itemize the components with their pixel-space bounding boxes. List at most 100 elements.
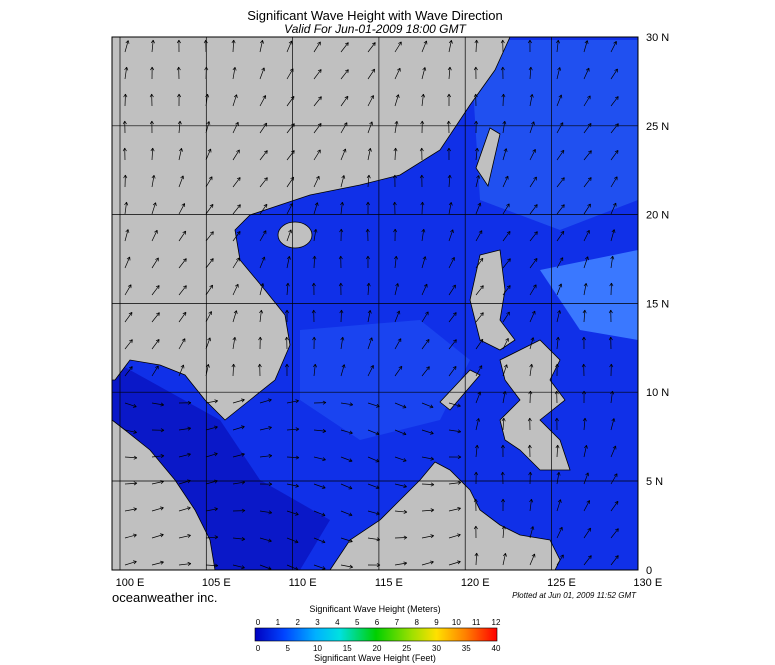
wave-arrow [259, 67, 266, 80]
wave-arrow [502, 337, 509, 350]
wave-arrow [420, 201, 425, 215]
wave-arrow [556, 310, 562, 323]
feet-tick-label: 25 [402, 644, 411, 653]
wave-arrow [259, 95, 267, 107]
feet-tick-label: 15 [343, 644, 352, 653]
wave-arrow [500, 39, 505, 53]
wave-arrow [502, 390, 507, 404]
feet-tick-label: 5 [286, 644, 291, 653]
wave-arrow [448, 201, 453, 215]
wave-arrow [259, 230, 267, 242]
wave-arrow [448, 284, 456, 296]
wave-arrow [421, 283, 428, 296]
wave-arrow [610, 445, 617, 458]
lon-label: 110 E [289, 577, 317, 589]
lat-label: 30 N [646, 32, 669, 44]
wave-arrow [231, 39, 236, 53]
wave-arrow [393, 147, 398, 161]
lat-label: 5 N [646, 476, 663, 488]
wave-arrow [394, 561, 408, 566]
lat-label: 0 [646, 565, 652, 577]
wave-arrow [149, 120, 154, 134]
subtitle: Valid For Jun-01-2009 18:00 GMT [284, 22, 467, 36]
wave-arrow [151, 560, 164, 566]
wave-arrow [178, 258, 187, 269]
wave-arrow [419, 147, 424, 161]
wave-arrow [365, 255, 370, 269]
wave-arrow [610, 202, 617, 215]
lat-label: 20 N [646, 210, 669, 222]
wave-arrow [151, 339, 160, 350]
wave-arrow [529, 337, 535, 350]
wave-arrow [232, 508, 246, 513]
wave-arrow [475, 338, 484, 350]
wave-arrow [339, 309, 344, 323]
wave-arrow [340, 537, 353, 543]
wave-arrow [176, 39, 181, 53]
feet-tick-label: 30 [432, 644, 441, 653]
wave-arrow [338, 282, 343, 296]
wave-arrow [150, 147, 155, 161]
meters-tick-label: 8 [414, 618, 419, 627]
wave-arrow [421, 40, 428, 53]
wave-arrow [259, 482, 273, 487]
wave-arrow [259, 453, 273, 458]
wave-arrow [259, 203, 268, 215]
wave-arrow [474, 39, 479, 53]
wave-arrow [367, 537, 381, 542]
wave-arrow [232, 177, 241, 188]
wave-arrow [583, 229, 590, 242]
wave-patch [300, 320, 470, 440]
wave-arrow [501, 93, 506, 107]
wave-patch [540, 250, 638, 340]
meters-tick-label: 4 [335, 618, 340, 627]
wave-arrow [610, 418, 616, 431]
wave-arrow [205, 337, 211, 350]
wave-arrow [286, 40, 293, 53]
wave-arrow [124, 560, 137, 566]
wave-arrow [583, 445, 588, 458]
wave-arrow [448, 506, 461, 512]
wave-arrow [259, 256, 266, 269]
wave-arrow [340, 483, 353, 490]
wave-arrow [232, 204, 241, 215]
land-asia [112, 37, 511, 421]
wave-arrow [178, 230, 187, 242]
wave-arrow [311, 282, 316, 296]
wave-arrow [475, 230, 483, 242]
wave-arrow [448, 480, 462, 485]
wave-arrow [448, 229, 454, 242]
wave-arrow [394, 120, 399, 134]
legend-title-feet: Significant Wave Height (Feet) [314, 653, 436, 663]
lon-label: 125 E [547, 577, 576, 589]
wave-arrow [367, 337, 373, 350]
wave-arrow [475, 202, 482, 215]
wave-arrow [339, 228, 344, 242]
wave-arrow [421, 311, 429, 323]
wave-arrow [501, 525, 506, 539]
wave-arrow [313, 228, 318, 242]
wave-arrow [367, 68, 376, 80]
wave-arrow [421, 402, 434, 409]
wave-arrow [313, 96, 322, 107]
wave-arrow [556, 122, 564, 134]
wave-arrow [205, 563, 219, 568]
wave-arrow [610, 41, 617, 53]
wave-arrow [123, 174, 128, 188]
lat-label: 10 N [646, 387, 669, 399]
wave-arrow [367, 365, 374, 377]
wave-arrow [610, 229, 616, 242]
wave-arrow [259, 510, 273, 515]
wave-arrow [393, 228, 398, 242]
wave-arrow [124, 455, 138, 460]
wave-arrow [257, 363, 262, 377]
wave-arrow [394, 483, 407, 489]
wave-arrow [286, 256, 291, 269]
wave-arrow [556, 554, 564, 566]
wave-arrow [394, 94, 400, 107]
wave-arrow [583, 203, 591, 215]
meters-tick-label: 1 [276, 618, 281, 627]
wave-arrow [392, 201, 397, 215]
wave-arrow [529, 526, 535, 539]
wave-arrow [529, 204, 538, 215]
